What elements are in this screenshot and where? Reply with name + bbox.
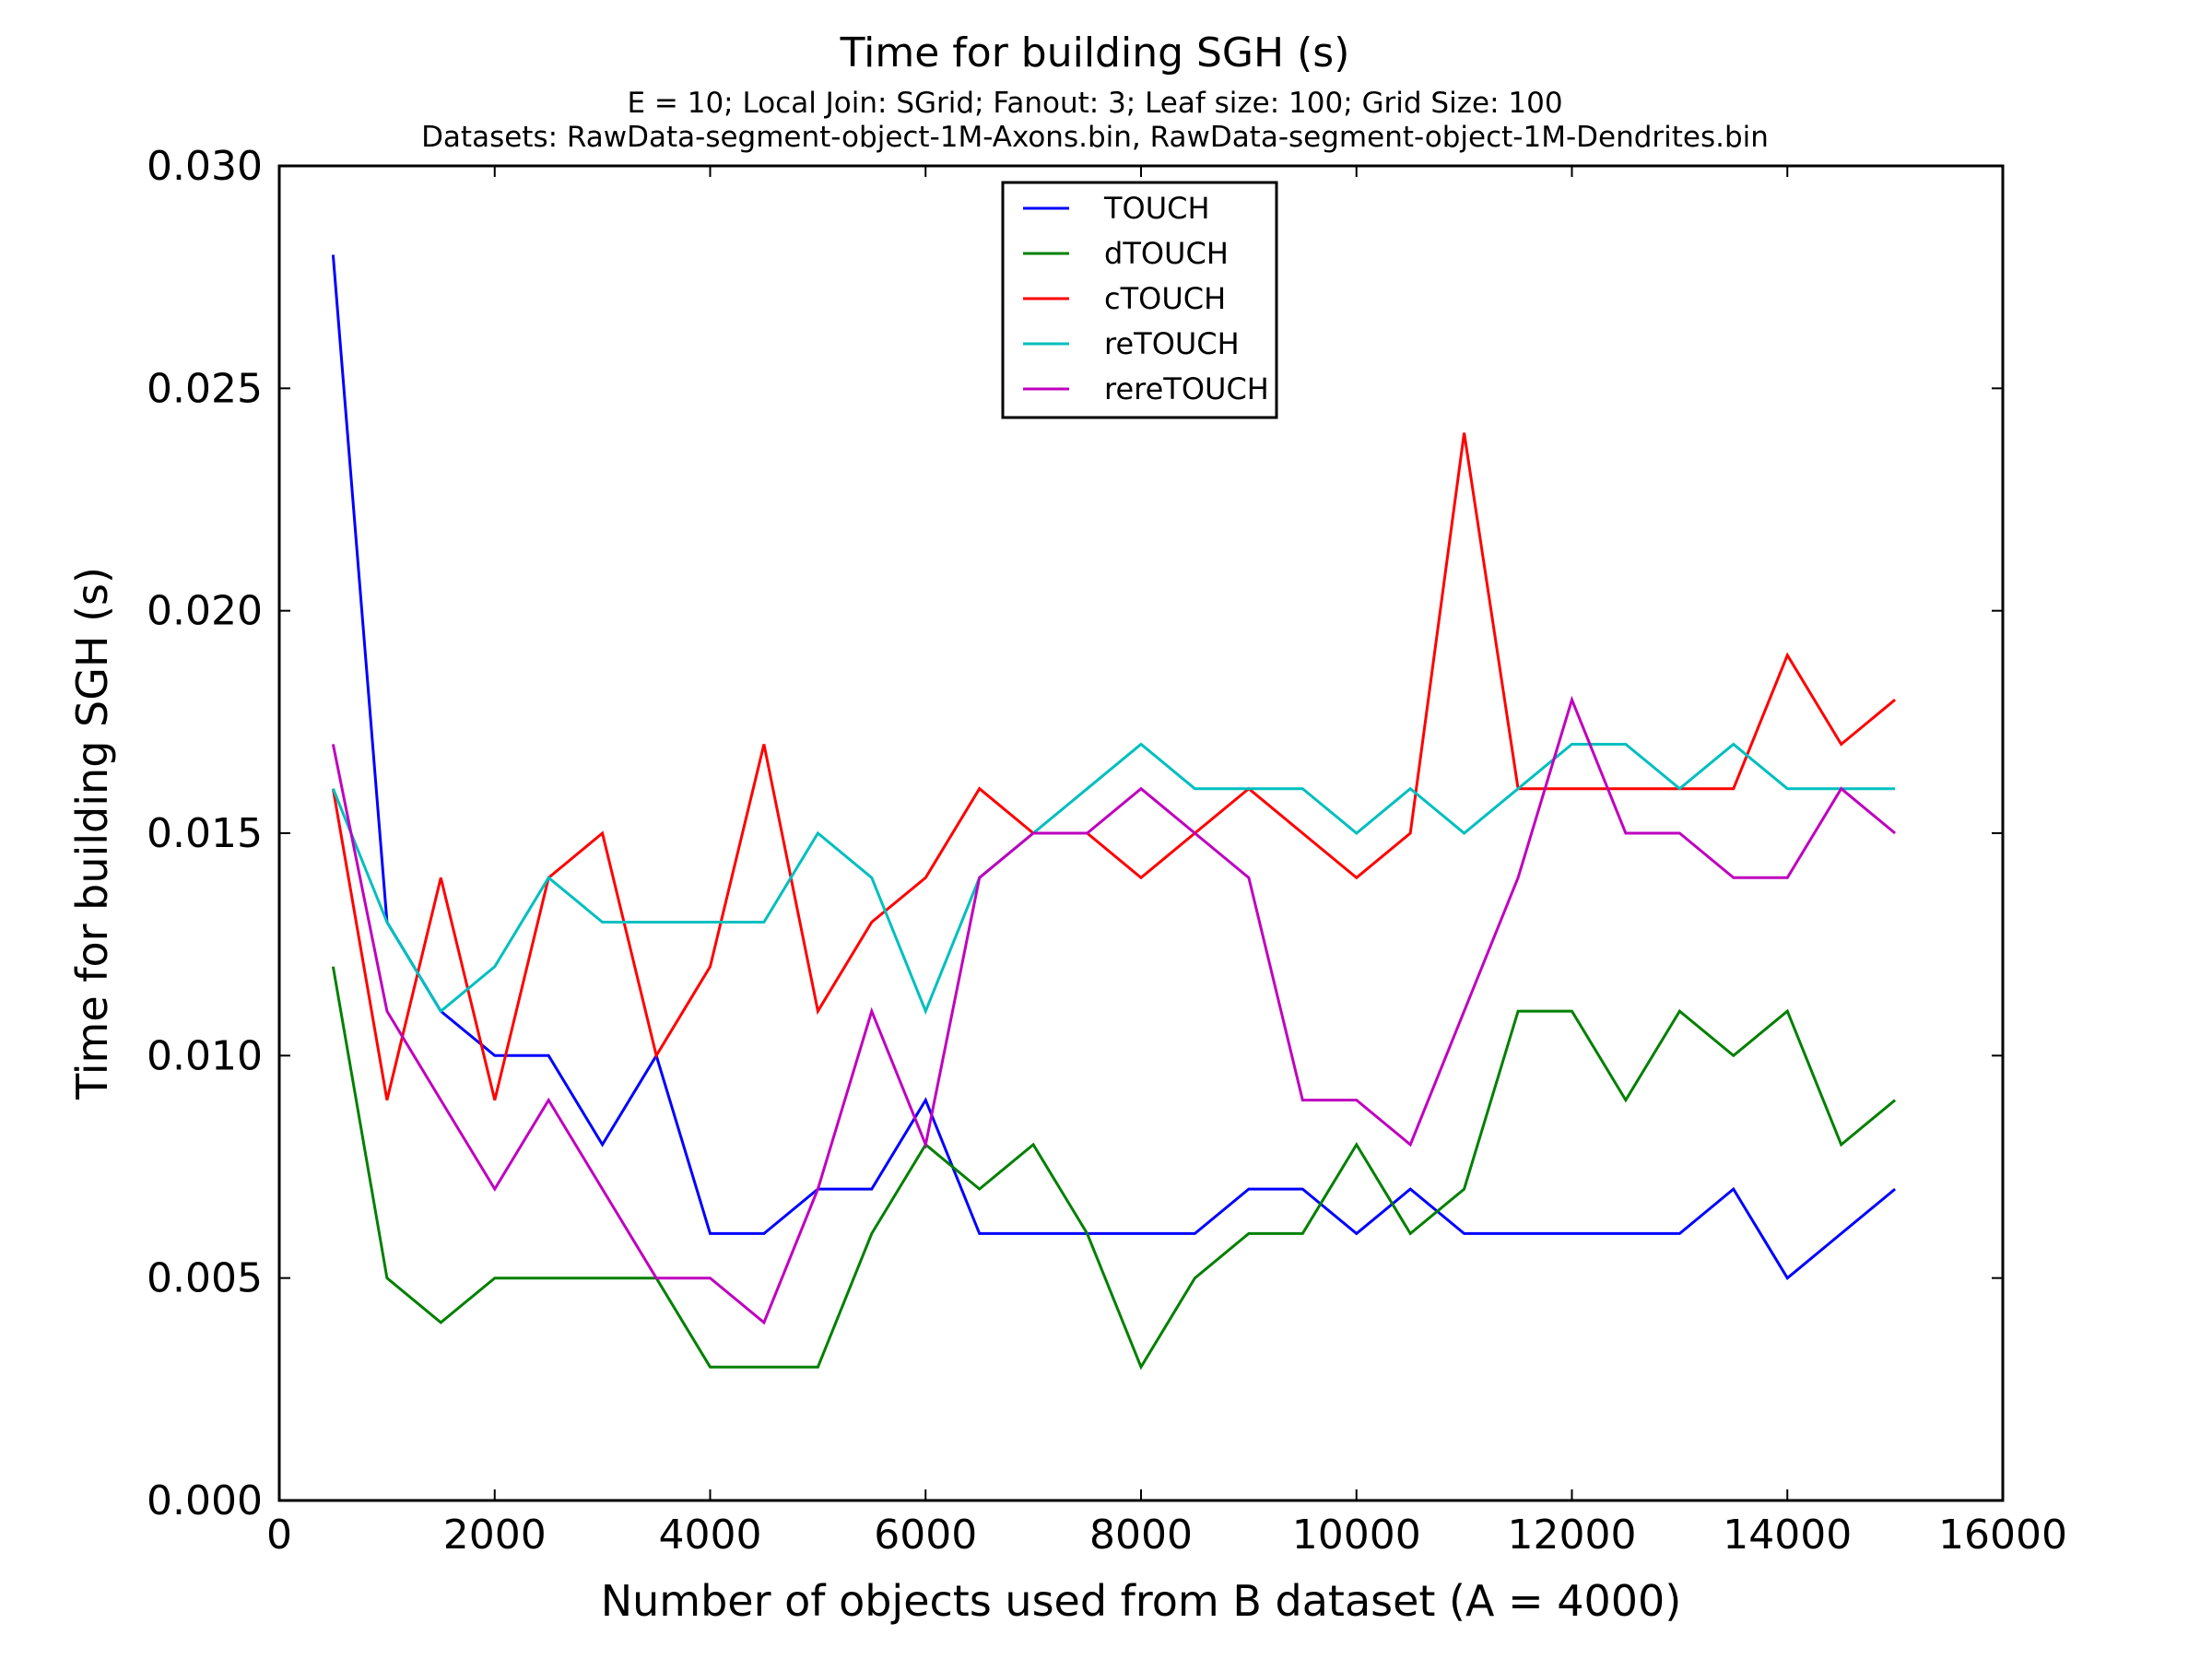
legend-label-dtouch: dTOUCH — [1104, 236, 1229, 271]
legend-label-ctouch: cTOUCH — [1104, 281, 1226, 316]
series-line-reretouch — [331, 695, 1897, 1325]
y-tick-label: 0.015 — [147, 810, 263, 857]
series-layer — [331, 254, 1897, 1371]
x-tick-label: 12000 — [1508, 1512, 1637, 1559]
y-axis-label: Time for building SGH (s) — [67, 567, 117, 1100]
series-line-ctouch — [331, 432, 1897, 1100]
series-line-dtouch — [331, 966, 1897, 1371]
x-tick-label: 10000 — [1292, 1512, 1421, 1559]
x-tick-label: 2000 — [443, 1512, 547, 1559]
chart-title: Time for building SGH (s) — [840, 29, 1350, 76]
y-tick-label: 0.000 — [147, 1477, 263, 1524]
x-tick-label: 4000 — [659, 1512, 762, 1559]
chart-subtitle-line-1: E = 10; Local Join: SGrid; Fanout: 3; Le… — [627, 87, 1562, 120]
x-tick-label: 6000 — [874, 1512, 977, 1559]
legend: TOUCH dTOUCH cTOUCH reTOUCH rereTOUCH — [1001, 181, 1278, 419]
series-line-touch — [331, 254, 1897, 1280]
y-tick-label: 0.010 — [147, 1032, 263, 1079]
x-axis-label: Number of objects used from B dataset (A… — [601, 1576, 1682, 1626]
x-tick-label: 0 — [266, 1512, 292, 1559]
y-tick-label: 0.030 — [147, 143, 263, 190]
x-tick-label: 14000 — [1723, 1512, 1852, 1559]
y-tick-label: 0.020 — [147, 588, 263, 635]
legend-label-retouch: reTOUCH — [1104, 326, 1240, 361]
y-tick-label: 0.005 — [147, 1255, 263, 1302]
series-line-retouch — [332, 742, 1896, 1016]
chart-subtitle-line-2: Datasets: RawData-segment-object-1M-Axon… — [421, 121, 1769, 154]
y-tick-label: 0.025 — [147, 365, 263, 412]
legend-label-reretouch: rereTOUCH — [1104, 371, 1269, 406]
legend-label-touch: TOUCH — [1103, 191, 1210, 226]
x-tick-label: 16000 — [1938, 1512, 2067, 1559]
x-tick-label: 8000 — [1089, 1512, 1193, 1559]
ticks-layer: 0 2000 4000 6000 8000 10000 12000 14000 16000 0.0… — [147, 143, 2067, 1559]
